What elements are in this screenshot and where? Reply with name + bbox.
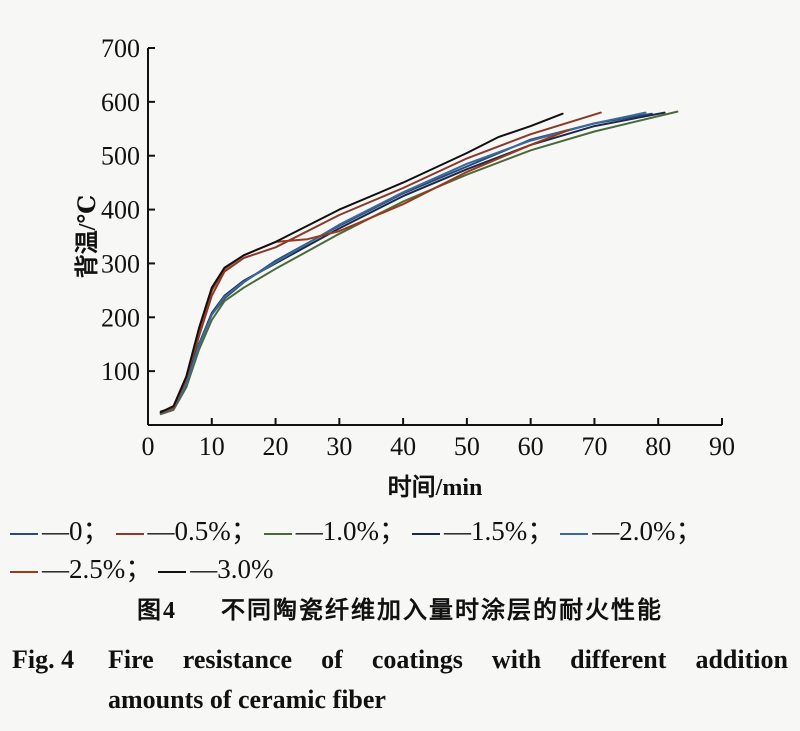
y-tick-label: 500 — [101, 142, 140, 171]
caption-cn-number: 图4 — [137, 598, 177, 624]
caption-en-word: coatings — [371, 645, 463, 674]
caption-en-word: Fire — [108, 645, 154, 674]
legend-item: —3.0% — [158, 550, 274, 588]
legend-swatch — [115, 532, 144, 535]
series-line-20 — [159, 111, 647, 415]
legend-label: —1.5%； — [444, 516, 555, 546]
series-line-30 — [159, 112, 564, 414]
series-line-05 — [159, 111, 602, 415]
x-tick-label: 70 — [581, 432, 607, 461]
legend-swatch — [263, 532, 292, 535]
y-tick-label: 600 — [101, 88, 140, 117]
caption-en-line2: amounts of ceramic fiber — [108, 685, 386, 714]
x-tick-label: 40 — [390, 432, 416, 461]
series-line-10 — [159, 110, 679, 416]
x-tick-label: 20 — [263, 432, 289, 461]
caption-en-word: addition — [695, 645, 788, 674]
x-axis-label: 时间/min — [388, 474, 483, 501]
caption-en-number: Fig. 4 — [12, 645, 75, 674]
caption-en-word: resistance — [182, 645, 293, 674]
caption-cn-text: 不同陶瓷纤维加入量时涂层的耐火性能 — [221, 598, 663, 624]
y-tick-label: 700 — [101, 34, 140, 63]
legend-item: —0.5%； — [115, 512, 258, 550]
y-tick-label: 400 — [101, 196, 140, 225]
legend-label: —2.0%； — [592, 516, 703, 546]
y-axis-label: 背温/℃ — [74, 195, 101, 278]
legend-item: —2.5%； — [10, 550, 152, 588]
y-tick-label: 300 — [101, 249, 140, 278]
figure-caption-en: Fig. 4 Fire resistance of coatings with diffe… — [12, 640, 788, 720]
legend-swatch — [560, 532, 589, 535]
x-tick-label: 80 — [645, 432, 671, 461]
x-tick-label: 0 — [142, 432, 155, 461]
legend-label: —3.0% — [190, 554, 274, 584]
y-tick-label: 200 — [101, 303, 140, 332]
legend-label: —0.5%； — [147, 516, 258, 546]
line-chart: 100 200 300 400 500 600 700 0 10 20 30 40 50 60 70 80 90… — [74, 34, 735, 501]
legend-item: —1.5%； — [412, 512, 554, 550]
legend-label: —1.0%； — [295, 516, 406, 546]
legend-label: —0； — [42, 516, 110, 546]
caption-en-word: of — [321, 645, 343, 674]
x-tick-label: 60 — [518, 432, 544, 461]
legend-swatch — [412, 532, 440, 535]
figure-caption-cn: 图4 不同陶瓷纤维加入量时涂层的耐火性能 — [0, 590, 800, 625]
legend-label: —2.5%； — [42, 554, 153, 584]
legend-swatch — [10, 532, 38, 535]
chart-series — [159, 110, 679, 416]
x-tick-label: 50 — [454, 432, 480, 461]
y-tick-label: 100 — [101, 357, 140, 386]
legend-item: —1.0%； — [263, 512, 406, 550]
caption-en-word: different — [570, 645, 667, 674]
chart-axes: 100 200 300 400 500 600 700 0 10 20 30 40 50 60 70 80 90 — [101, 34, 735, 461]
x-tick-label: 90 — [709, 432, 735, 461]
legend-item: —0； — [10, 512, 110, 550]
x-tick-label: 10 — [199, 432, 225, 461]
x-tick-label: 30 — [326, 432, 352, 461]
legend-swatch — [10, 570, 38, 573]
chart-legend: —0； —0.5%； —1.0%； —1.5%； —2.0%； —2.5%； —3.0% — [10, 512, 790, 588]
legend-item: —2.0%； — [560, 512, 703, 550]
caption-en-word: with — [491, 645, 542, 674]
legend-swatch — [158, 570, 187, 573]
